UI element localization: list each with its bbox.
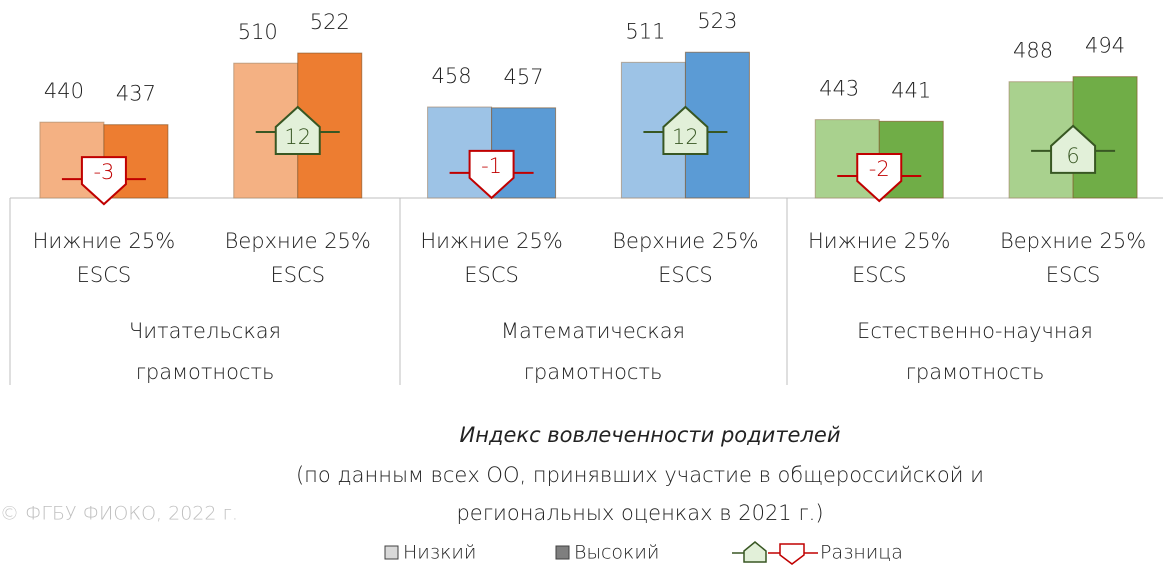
x-tick-label: Нижние 25% [808,229,951,253]
x-tick-label: Верхние 25% [1000,229,1146,253]
legend-label: Низкий [403,542,476,564]
data-label: 457 [504,65,544,89]
x-tick-label: Верхние 25% [225,229,371,253]
diff-marker [468,149,515,200]
chart-subtitle: региональных оценках в 2021 г.) [456,501,823,525]
diff-marker [856,153,903,203]
diff-label: 6 [1066,144,1079,168]
data-label: 443 [819,77,859,101]
data-label: 523 [697,9,737,33]
diff-marker [274,105,321,155]
diff-marker [80,156,127,206]
data-label: 437 [116,82,156,106]
chart-subtitle: (по данным всех ОО, принявших участие в … [296,463,984,487]
group-label: грамотность [906,360,1045,384]
diff-label: -3 [93,160,114,184]
x-tick-label: ESCS [852,263,907,287]
x-tick-label: ESCS [270,263,325,287]
diff-marker [662,105,709,155]
diff-label: -2 [869,157,890,181]
legend-label: Высокий [574,542,659,564]
legend-icon [743,541,767,563]
diff-label: 12 [284,125,311,149]
x-tick-label: ESCS [77,263,132,287]
x-tick-label: Нижние 25% [420,229,563,253]
group-label: Читательская [129,319,281,343]
data-label: 458 [432,64,472,88]
legend-label: Разница [820,542,903,564]
x-tick-label: ESCS [1046,263,1101,287]
group-label: грамотность [524,360,663,384]
diff-label: 12 [672,125,699,149]
data-label: 440 [44,79,84,103]
x-tick-label: Верхние 25% [612,229,758,253]
data-label: 511 [625,19,665,43]
group-label: грамотность [136,360,275,384]
legend-swatch [384,545,399,560]
data-label: 488 [1013,39,1053,63]
data-label: 441 [891,78,931,102]
data-label: 494 [1085,34,1125,58]
chart-title: Индекс вовлеченности родителей [460,423,841,447]
x-tick-label: Нижние 25% [33,229,176,253]
diff-marker [1050,124,1097,174]
x-tick-label: ESCS [464,263,519,287]
diff-label: -1 [481,154,502,178]
group-label: Естественно-научная [857,319,1093,343]
watermark: © ФГБУ ФИОКО, 2022 г. [0,503,238,525]
x-tick-label: ESCS [658,263,713,287]
legend-swatch [555,545,570,560]
data-label: 510 [238,20,278,44]
data-label: 522 [310,10,350,34]
group-label: Математическая [501,319,685,343]
legend-icon [779,543,805,565]
